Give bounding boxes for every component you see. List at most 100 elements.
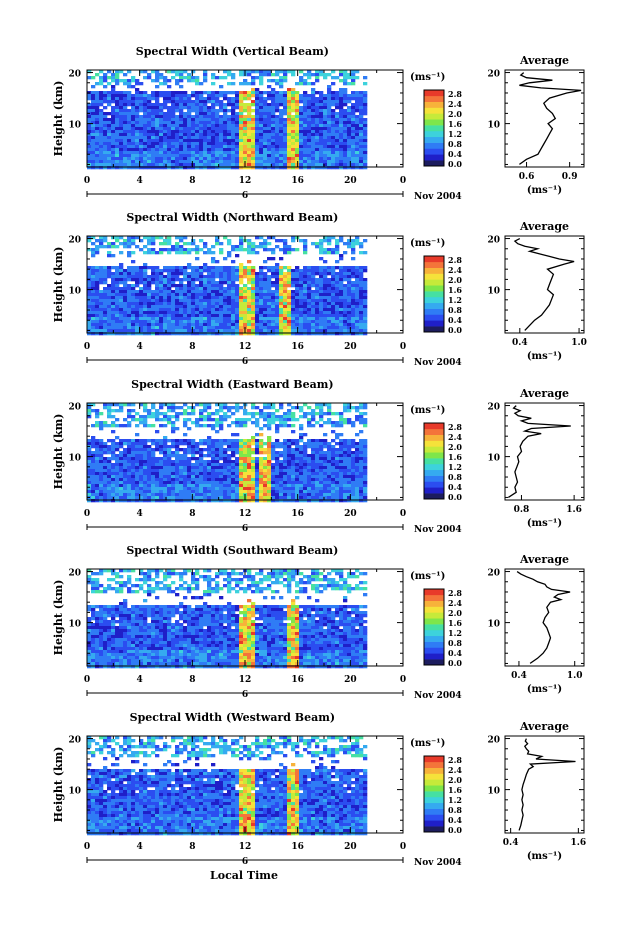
colorbar-swatch [424, 820, 444, 827]
y-tick-label: 10 [68, 454, 81, 464]
average-title: Average [519, 720, 569, 733]
colorbar-tick-label: 0.0 [448, 325, 462, 335]
colorbar-tick-label: 1.6 [448, 452, 462, 462]
day-marker-label: 6 [242, 357, 248, 367]
colorbar-swatch [424, 756, 444, 763]
panel-title: Spectral Width (Vertical Beam) [136, 45, 329, 58]
colorbar-swatch [424, 618, 444, 625]
colorbar-swatch [424, 136, 444, 143]
heatmap-field [87, 70, 368, 170]
colorbar-swatch [424, 113, 444, 120]
panel-2: Spectral Width (Northward Beam)1020Heigh… [52, 211, 587, 368]
x-tick-label: 12 [239, 509, 252, 519]
colorbar-tick-label: 0.4 [448, 149, 462, 159]
colorbar-swatch [424, 463, 444, 471]
colorbar-tick-label: 0.4 [448, 648, 462, 658]
x-tick-label: 0 [400, 176, 406, 186]
x-tick-label: 16 [291, 842, 304, 852]
panel-title: Spectral Width (Westward Beam) [130, 711, 335, 724]
colorbar-swatch [424, 779, 444, 786]
x-tick-label: 20 [344, 176, 357, 186]
y-tick-label: 20 [68, 70, 81, 80]
colorbar-tick-label: 2.8 [448, 255, 462, 265]
average-x-label: (ms⁻¹) [527, 185, 562, 196]
x-tick-label: 16 [291, 176, 304, 186]
colorbar-swatch [424, 475, 444, 482]
x-tick-label: 20 [344, 842, 357, 852]
average-title: Average [519, 54, 569, 67]
colorbar-swatch [424, 302, 444, 309]
colorbar-swatch [424, 826, 444, 833]
average-title: Average [519, 387, 569, 400]
x-tick-label: 16 [291, 342, 304, 352]
x-tick-label: 12 [239, 176, 252, 186]
colorbar-swatch [424, 428, 444, 435]
x-tick-label: 8 [189, 509, 195, 519]
average-x-label: (ms⁻¹) [527, 851, 562, 862]
day-marker-label: 6 [242, 191, 248, 201]
colorbar-swatch [424, 261, 444, 268]
average-x-tick-label: 0.4 [511, 671, 527, 681]
average-y-tick-label: 10 [487, 787, 500, 797]
average-frame [504, 402, 585, 501]
average-x-tick-label: 0.4 [503, 838, 519, 848]
average-x-label: (ms⁻¹) [527, 518, 562, 529]
x-tick-label: 8 [189, 842, 195, 852]
average-frame [504, 235, 585, 334]
average-x-label: (ms⁻¹) [527, 684, 562, 695]
colorbar-tick-label: 0.8 [448, 472, 462, 482]
colorbar-swatch [424, 267, 444, 274]
panel-5: Spectral Width (Westward Beam)1020Height… [52, 711, 586, 868]
average-frame [504, 69, 585, 168]
colorbar-unit: (ms⁻¹) [410, 72, 445, 83]
x-tick-label: 8 [189, 675, 195, 685]
average-y-tick-label: 20 [487, 569, 500, 579]
day-marker-label: 6 [242, 524, 248, 534]
panel-title: Spectral Width (Southward Beam) [126, 544, 338, 557]
colorbar-tick-label: 0.8 [448, 805, 462, 815]
x-tick-label: 0 [84, 176, 90, 186]
colorbar-swatch [424, 130, 444, 138]
x-tick-label: 0 [400, 675, 406, 685]
colorbar-swatch [424, 767, 444, 774]
x-tick-label: 20 [344, 509, 357, 519]
colorbar-swatch [424, 308, 444, 315]
colorbar-swatch [424, 612, 444, 619]
colorbar-tick-label: 2.4 [448, 765, 462, 775]
average-profile-line [518, 738, 576, 831]
colorbar-tick-label: 0.0 [448, 492, 462, 502]
y-tick-label: 10 [68, 787, 81, 797]
colorbar-tick-label: 2.0 [448, 442, 462, 452]
colorbar-frame [423, 588, 445, 666]
colorbar-swatch [424, 90, 444, 97]
average-y-tick-label: 20 [487, 736, 500, 746]
x-tick-label: 8 [189, 176, 195, 186]
colorbar-swatch [424, 785, 444, 792]
y-axis-label: Height (km) [52, 81, 65, 157]
y-axis-label: Height (km) [52, 414, 65, 490]
colorbar-swatch [424, 481, 444, 488]
x-tick-label: 0 [400, 509, 406, 519]
colorbar-swatch [424, 641, 444, 648]
x-tick-label: 0 [400, 842, 406, 852]
colorbar-swatch [424, 154, 444, 161]
figure-xlabel-local-time: Local Time [210, 869, 278, 882]
colorbar-unit: (ms⁻¹) [410, 238, 445, 249]
x-tick-label: 12 [239, 842, 252, 852]
colorbar-tick-label: 2.4 [448, 265, 462, 275]
average-x-tick-label: 0.8 [514, 505, 530, 515]
x-tick-label: 12 [239, 675, 252, 685]
average-y-tick-label: 10 [487, 287, 500, 297]
colorbar-swatch [424, 635, 444, 642]
colorbar-swatch [424, 600, 444, 607]
x-tick-label: 16 [291, 675, 304, 685]
colorbar-swatch [424, 434, 444, 441]
colorbar-swatch [424, 653, 444, 660]
date-label: Nov 2004 [414, 525, 462, 535]
x-tick-label: 4 [137, 342, 143, 352]
colorbar-swatch [424, 326, 444, 333]
colorbar-swatch [424, 160, 444, 167]
colorbar-swatch [424, 314, 444, 321]
colorbar-swatch [424, 814, 444, 821]
